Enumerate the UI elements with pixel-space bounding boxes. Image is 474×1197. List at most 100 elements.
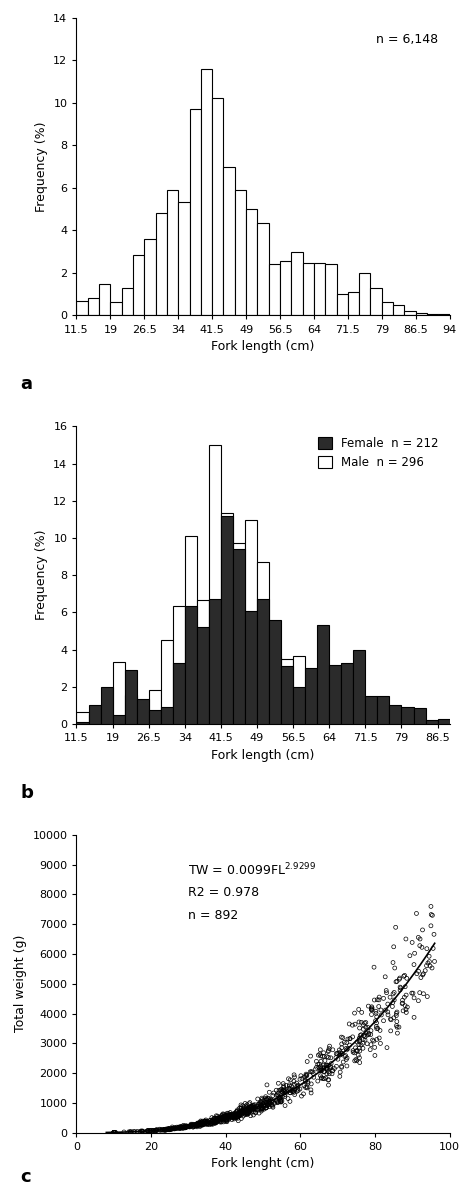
Point — [160, 1120, 168, 1140]
Bar — [365, 697, 377, 724]
Point — [356, 1028, 363, 1047]
Bar — [257, 223, 269, 316]
Point — [294, 1080, 301, 1099]
Point — [201, 1112, 209, 1131]
Point — [254, 1101, 261, 1120]
Point — [182, 1118, 189, 1137]
Point — [152, 1122, 159, 1141]
Point — [181, 1117, 188, 1136]
Point — [171, 1118, 178, 1137]
Point — [193, 1117, 201, 1136]
Point — [195, 1114, 203, 1134]
Bar — [113, 662, 125, 724]
Bar — [88, 298, 99, 316]
Point — [220, 1106, 228, 1125]
Point — [278, 1080, 285, 1099]
Point — [355, 1034, 363, 1053]
Point — [304, 1073, 311, 1092]
Point — [393, 1002, 401, 1021]
Point — [328, 1064, 336, 1083]
Point — [177, 1118, 184, 1137]
Point — [248, 1096, 255, 1116]
Point — [260, 1092, 268, 1111]
Point — [215, 1110, 223, 1129]
Point — [128, 1122, 135, 1141]
Point — [201, 1114, 209, 1134]
Point — [365, 1025, 373, 1044]
Point — [202, 1112, 210, 1131]
Point — [262, 1093, 270, 1112]
Point — [186, 1117, 193, 1136]
Point — [368, 1005, 375, 1025]
Text: n = 892: n = 892 — [188, 910, 239, 923]
Point — [307, 1081, 315, 1100]
Point — [234, 1100, 241, 1119]
Point — [207, 1111, 214, 1130]
Point — [400, 967, 408, 986]
Point — [230, 1107, 238, 1126]
Point — [241, 1101, 249, 1120]
Point — [186, 1118, 193, 1137]
Bar — [223, 166, 235, 316]
Point — [259, 1099, 267, 1118]
Bar — [305, 668, 317, 724]
Point — [243, 1104, 251, 1123]
Point — [349, 1027, 356, 1046]
Point — [216, 1112, 224, 1131]
Point — [156, 1120, 164, 1140]
Point — [321, 1051, 328, 1070]
Point — [372, 1002, 380, 1021]
Point — [409, 932, 416, 952]
Point — [138, 1122, 146, 1141]
Point — [278, 1092, 286, 1111]
Point — [192, 1116, 200, 1135]
Point — [293, 1074, 301, 1093]
Point — [340, 1033, 348, 1052]
Point — [173, 1118, 181, 1137]
Point — [165, 1120, 173, 1140]
Point — [210, 1108, 218, 1128]
Point — [309, 1063, 316, 1082]
Point — [204, 1112, 211, 1131]
Point — [316, 1045, 324, 1064]
Point — [377, 1005, 385, 1025]
Bar — [89, 713, 100, 724]
Point — [281, 1087, 289, 1106]
Point — [165, 1119, 173, 1138]
Point — [131, 1123, 139, 1142]
Point — [366, 1040, 374, 1059]
Point — [362, 1013, 370, 1032]
Point — [223, 1107, 230, 1126]
Point — [270, 1083, 277, 1102]
Point — [359, 1034, 366, 1053]
Point — [268, 1090, 275, 1110]
Point — [198, 1116, 205, 1135]
Point — [387, 1010, 395, 1029]
Point — [161, 1120, 169, 1140]
Bar — [89, 705, 100, 724]
Point — [273, 1086, 281, 1105]
Point — [393, 1011, 401, 1031]
Point — [426, 956, 434, 976]
Point — [168, 1119, 176, 1138]
Point — [218, 1106, 226, 1125]
Point — [372, 1011, 379, 1031]
Point — [360, 1026, 368, 1045]
Point — [343, 1057, 351, 1076]
Point — [384, 995, 392, 1014]
Point — [260, 1090, 268, 1110]
Point — [367, 1025, 374, 1044]
Point — [234, 1108, 242, 1128]
Point — [168, 1119, 176, 1138]
Point — [277, 1090, 284, 1110]
Point — [416, 983, 423, 1002]
Point — [199, 1116, 206, 1135]
Point — [251, 1098, 259, 1117]
Point — [204, 1112, 211, 1131]
Point — [235, 1102, 243, 1122]
Point — [302, 1071, 310, 1090]
Point — [136, 1122, 144, 1141]
Bar — [133, 255, 144, 316]
Point — [286, 1076, 293, 1095]
Point — [242, 1104, 249, 1123]
